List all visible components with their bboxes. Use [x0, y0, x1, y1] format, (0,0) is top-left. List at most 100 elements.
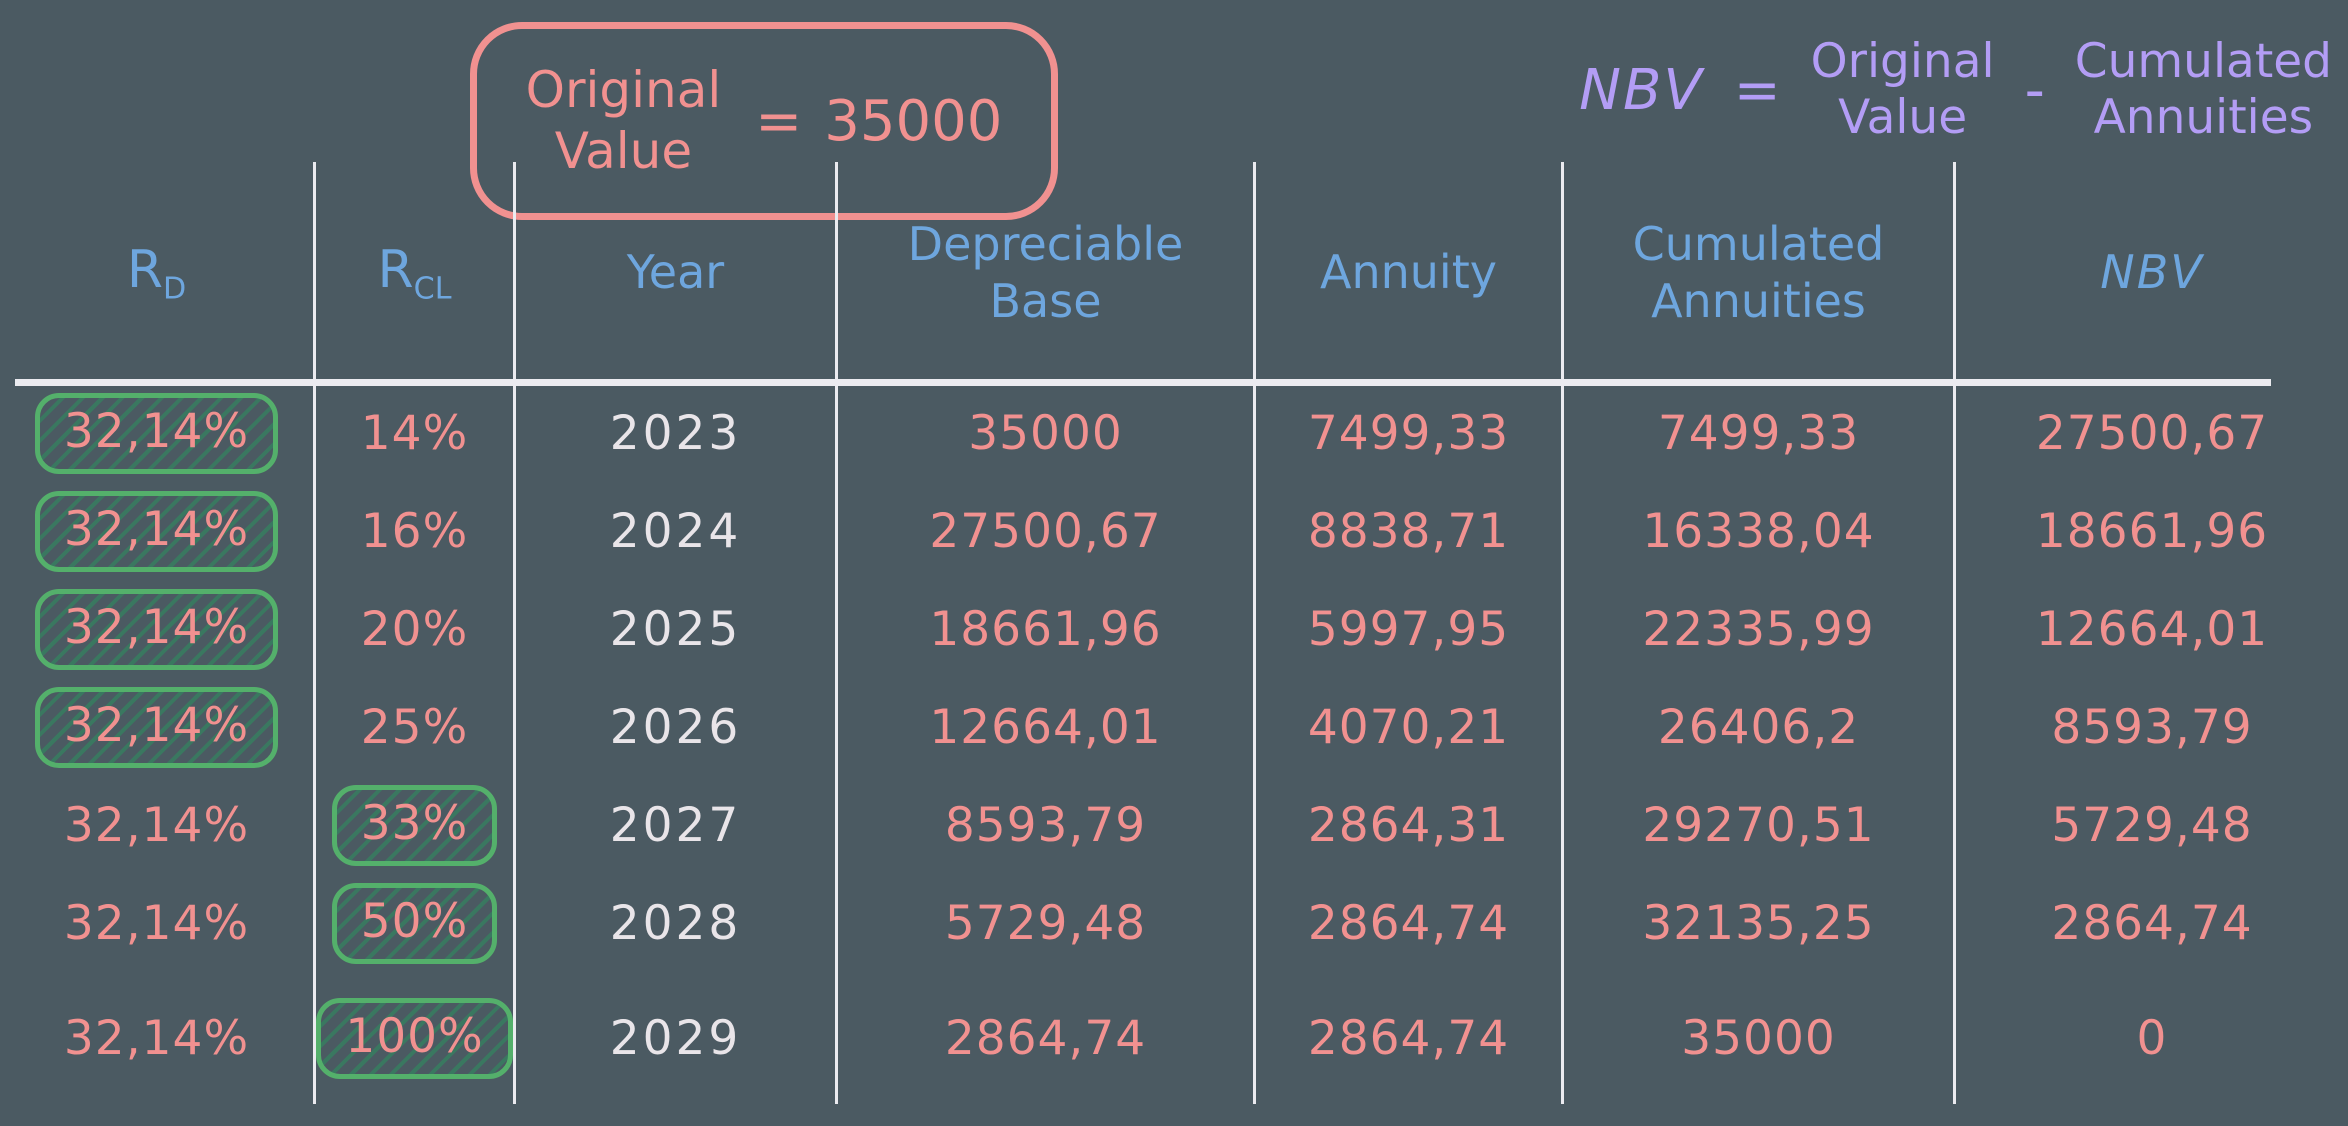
rcl-value: 20% [360, 601, 469, 657]
annuity-value: 2864,74 [1307, 895, 1510, 951]
original-value-box: Original Value = 35000 [470, 22, 1058, 220]
cumulated-annuities-value: 26406,2 [1657, 699, 1860, 755]
nbv-formula-minuend-line2: Value [1838, 90, 1968, 146]
cell-depreciable-base: 18661,96 [835, 580, 1253, 678]
year-value: 2023 [609, 405, 742, 461]
nbv-value: 2864,74 [2051, 895, 2253, 951]
cell-cumulated-annuities: 32135,25 [1561, 874, 1953, 972]
cell-year: 2024 [513, 482, 835, 580]
nbv-formula-subtrahend-line1: Cumulated [2074, 34, 2332, 89]
year-value: 2024 [609, 503, 742, 559]
cell-annuity: 2864,74 [1253, 874, 1561, 972]
header-cumulated-annuities-label: Cumulated Annuities [1632, 216, 1885, 329]
cell-nbv: 12664,01 [1953, 580, 2348, 678]
cell-rcl: 25% [313, 678, 513, 776]
cell-rd: 32,14% [0, 384, 313, 482]
cell-cumulated-annuities: 35000 [1561, 972, 1953, 1104]
rcl-value: 100% [316, 997, 513, 1079]
cumulated-annuities-value: 22335,99 [1642, 601, 1875, 657]
year-value: 2029 [609, 1010, 742, 1066]
depreciable-base-value: 35000 [968, 405, 1123, 461]
year-value: 2027 [609, 797, 742, 853]
depreciable-base-value: 2864,74 [944, 1010, 1147, 1066]
depreciable-base-value: 5729,48 [944, 895, 1147, 951]
cell-depreciable-base: 12664,01 [835, 678, 1253, 776]
nbv-formula-minuend: Original Value [1811, 34, 1995, 147]
cell-year: 2028 [513, 874, 835, 972]
cell-rd: 32,14% [0, 580, 313, 678]
rd-value: 32,14% [34, 686, 279, 768]
nbv-formula: NBV = Original Value - Cumulated Annuiti… [1579, 34, 2332, 147]
cell-annuity: 7499,33 [1253, 384, 1561, 482]
cumulated-annuities-value: 16338,04 [1642, 503, 1875, 559]
depreciation-table: RD RCL Year Depreciable Base Annuity Cum… [0, 162, 2348, 1104]
year-value: 2028 [609, 895, 742, 951]
cell-nbv: 27500,67 [1953, 384, 2348, 482]
cell-cumulated-annuities: 26406,2 [1561, 678, 1953, 776]
annuity-value: 2864,31 [1307, 797, 1510, 853]
nbv-formula-lhs: NBV [1579, 57, 1704, 123]
rcl-value: 16% [360, 503, 469, 559]
cell-depreciable-base: 8593,79 [835, 776, 1253, 874]
cell-depreciable-base: 2864,74 [835, 972, 1253, 1104]
rd-value: 32,14% [34, 490, 279, 572]
cell-cumulated-annuities: 16338,04 [1561, 482, 1953, 580]
original-value-label-line2: Value [554, 122, 693, 180]
nbv-value: 18661,96 [2035, 503, 2269, 559]
nbv-value: 8593,79 [2051, 699, 2253, 755]
cell-rcl: 50% [313, 874, 513, 972]
cell-rd: 32,14% [0, 874, 313, 972]
header-depreciable-base-label: Depreciable Base [907, 216, 1184, 329]
header-nbv-label: NBV [2100, 245, 2204, 300]
header-depreciable-base: Depreciable Base [835, 162, 1253, 384]
header-nbv: NBV [1953, 162, 2348, 384]
header-rd: RD [0, 162, 313, 384]
rcl-value: 50% [331, 882, 498, 964]
cell-year: 2025 [513, 580, 835, 678]
cell-nbv: 8593,79 [1953, 678, 2348, 776]
cell-annuity: 5997,95 [1253, 580, 1561, 678]
header-cumulated-annuities: Cumulated Annuities [1561, 162, 1953, 384]
header-year: Year [513, 162, 835, 384]
header-divider [15, 379, 2271, 386]
header-rcl: RCL [313, 162, 513, 384]
original-value-label-line1: Original [525, 61, 722, 119]
cell-annuity: 8838,71 [1253, 482, 1561, 580]
original-value-amount: 35000 [824, 88, 1003, 154]
nbv-formula-equals: = [1733, 57, 1781, 123]
rd-value: 32,14% [34, 588, 279, 670]
annuity-value: 4070,21 [1307, 699, 1510, 755]
original-value-equation: = 35000 [755, 89, 1002, 154]
cell-annuity: 2864,31 [1253, 776, 1561, 874]
header-annuity-label: Annuity [1320, 245, 1497, 300]
cell-year: 2027 [513, 776, 835, 874]
cell-rd: 32,14% [0, 776, 313, 874]
cell-depreciable-base: 5729,48 [835, 874, 1253, 972]
annuity-value: 7499,33 [1307, 405, 1510, 461]
header-rcl-label: RCL [377, 239, 452, 307]
cell-rd: 32,14% [0, 678, 313, 776]
cell-rcl: 20% [313, 580, 513, 678]
cell-annuity: 4070,21 [1253, 678, 1561, 776]
cell-depreciable-base: 27500,67 [835, 482, 1253, 580]
nbv-formula-subtrahend: Cumulated Annuities [2075, 34, 2332, 147]
nbv-formula-minus: - [2024, 57, 2045, 123]
nbv-value: 27500,67 [2035, 405, 2269, 461]
cell-cumulated-annuities: 7499,33 [1561, 384, 1953, 482]
cell-cumulated-annuities: 22335,99 [1561, 580, 1953, 678]
annuity-value: 5997,95 [1307, 601, 1510, 657]
nbv-value: 12664,01 [2035, 601, 2269, 657]
cell-nbv: 0 [1953, 972, 2348, 1104]
rd-value: 32,14% [63, 895, 250, 951]
cumulated-annuities-value: 7499,33 [1657, 405, 1860, 461]
header-year-label: Year [626, 245, 725, 300]
nbv-value: 0 [2136, 1010, 2168, 1066]
cell-rd: 32,14% [0, 482, 313, 580]
cell-rcl: 100% [313, 972, 513, 1104]
header-rd-label: RD [126, 239, 187, 307]
cell-rcl: 16% [313, 482, 513, 580]
cumulated-annuities-value: 35000 [1681, 1010, 1836, 1066]
cell-year: 2023 [513, 384, 835, 482]
depreciable-base-value: 12664,01 [929, 699, 1162, 755]
